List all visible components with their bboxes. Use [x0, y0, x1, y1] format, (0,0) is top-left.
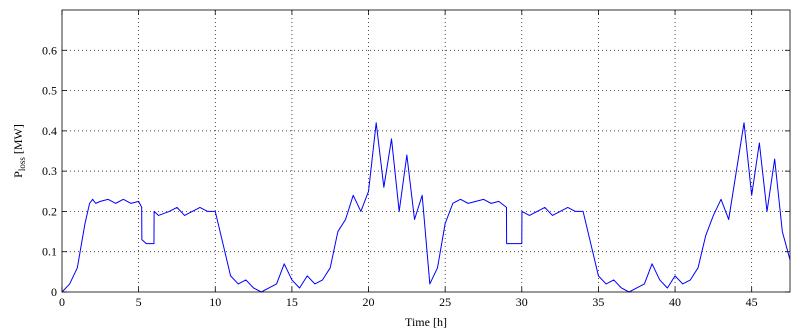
- y-tick-label: 0.3: [42, 164, 57, 178]
- series-line: [61, 122, 791, 293]
- x-axis-label: Time [h]: [405, 315, 447, 329]
- y-tick-label: 0.5: [42, 84, 57, 98]
- grid: [62, 10, 790, 292]
- y-axis-label: Ploss [MW]: [11, 124, 27, 178]
- x-tick-label: 35: [592, 295, 604, 309]
- axis-ticks: [61, 10, 790, 293]
- x-tick-label: 20: [363, 295, 375, 309]
- plot-frame: [61, 9, 791, 293]
- x-tick-label: 10: [209, 295, 221, 309]
- y-tick-label: 0.4: [42, 124, 57, 138]
- x-tick-labels: 0 5 10 15 20 25 30 35 40 45: [59, 295, 758, 309]
- x-tick-label: 25: [439, 295, 451, 309]
- x-tick-label: 0: [59, 295, 65, 309]
- x-tick-label: 15: [286, 295, 298, 309]
- y-tick-label: 0.2: [42, 204, 57, 218]
- x-tick-label: 30: [516, 295, 528, 309]
- x-tick-label: 40: [669, 295, 681, 309]
- y-tick-label: 0.1: [42, 245, 57, 259]
- y-tick-label: 0.6: [42, 43, 57, 57]
- x-tick-label: 45: [746, 295, 758, 309]
- y-axis-label-subscript: loss: [17, 157, 27, 172]
- y-tick-label: 0: [51, 285, 57, 299]
- x-tick-label: 5: [136, 295, 142, 309]
- y-tick-labels: 0 0.1 0.2 0.3 0.4 0.5 0.6: [42, 43, 57, 299]
- y-axis-label-main: P: [11, 171, 25, 178]
- y-axis-label-unit: [MW]: [11, 124, 25, 157]
